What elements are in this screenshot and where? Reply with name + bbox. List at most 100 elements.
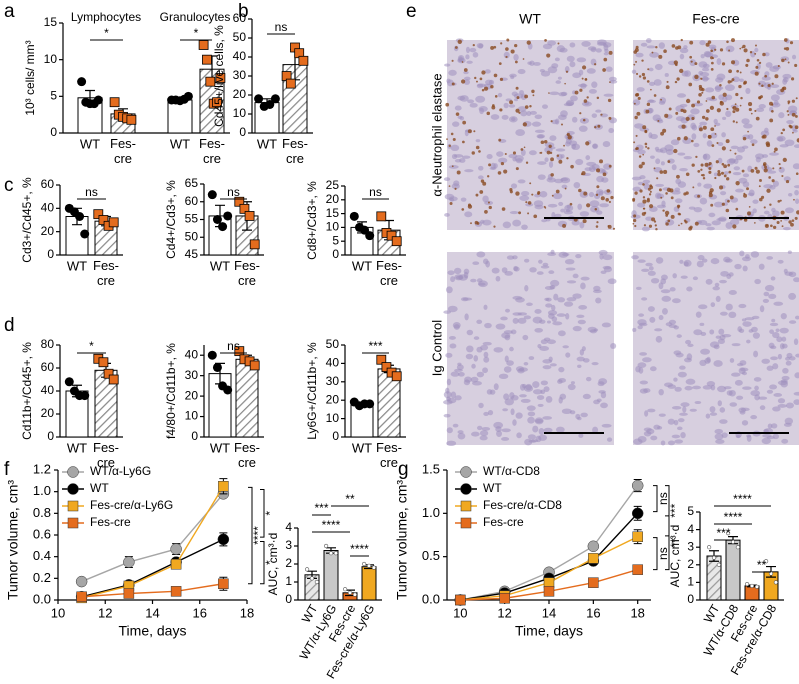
nucleus bbox=[602, 265, 612, 270]
stain bbox=[642, 125, 647, 130]
nucleus bbox=[679, 365, 686, 370]
nucleus bbox=[681, 70, 689, 77]
data-point bbox=[75, 212, 85, 221]
stain bbox=[515, 167, 519, 171]
nucleus bbox=[756, 107, 765, 112]
y-tick-label: 20 bbox=[326, 392, 340, 406]
nucleus bbox=[646, 428, 655, 435]
nucleus bbox=[469, 102, 478, 108]
nucleus bbox=[641, 297, 648, 301]
nucleus bbox=[664, 72, 669, 77]
y-tick-label: 1.2 bbox=[33, 461, 51, 476]
nucleus bbox=[691, 133, 697, 140]
stain bbox=[700, 77, 703, 80]
stain bbox=[608, 164, 612, 168]
y-tick-label: 65 bbox=[185, 176, 199, 190]
stain bbox=[634, 191, 638, 195]
stain bbox=[633, 141, 636, 144]
y-tick-label: 50 bbox=[233, 30, 247, 44]
stain bbox=[560, 123, 564, 126]
nucleus bbox=[543, 427, 553, 433]
data-point bbox=[391, 371, 402, 382]
stain bbox=[710, 67, 714, 71]
stain bbox=[739, 47, 742, 50]
stain bbox=[633, 218, 637, 223]
stain bbox=[708, 161, 712, 165]
nucleus bbox=[536, 395, 545, 400]
stain bbox=[755, 116, 760, 121]
data-point bbox=[347, 590, 353, 595]
y-tick-label: 3 bbox=[285, 538, 292, 552]
nucleus bbox=[793, 391, 799, 396]
data-point bbox=[93, 95, 103, 105]
stain bbox=[642, 196, 646, 199]
nucleus bbox=[524, 285, 529, 292]
nucleus bbox=[461, 155, 471, 159]
stain bbox=[747, 211, 751, 216]
nucleus bbox=[528, 150, 537, 156]
data-point bbox=[218, 222, 228, 232]
nucleus bbox=[672, 298, 681, 304]
nucleus bbox=[694, 400, 702, 405]
nucleus bbox=[578, 433, 584, 438]
nucleus bbox=[557, 76, 562, 80]
stain bbox=[522, 58, 525, 60]
stain bbox=[766, 188, 771, 193]
stain bbox=[514, 60, 518, 64]
nucleus bbox=[548, 270, 555, 274]
nucleus bbox=[558, 251, 569, 258]
nucleus bbox=[634, 123, 644, 129]
stain bbox=[677, 212, 681, 216]
nucleus bbox=[728, 158, 736, 164]
nucleus bbox=[521, 224, 528, 230]
stain bbox=[543, 139, 548, 144]
significance-label: ns bbox=[227, 185, 240, 199]
stain bbox=[642, 183, 645, 186]
nucleus bbox=[789, 320, 797, 324]
nucleus bbox=[550, 279, 560, 287]
y-tick-label: 20 bbox=[233, 87, 247, 101]
stain bbox=[647, 187, 651, 191]
nucleus bbox=[582, 358, 590, 363]
stain bbox=[544, 207, 547, 209]
stain bbox=[525, 161, 529, 164]
nucleus bbox=[700, 53, 705, 59]
nucleus bbox=[638, 367, 644, 374]
y-tick-label: 10 bbox=[326, 220, 340, 234]
nucleus bbox=[731, 372, 741, 377]
nucleus bbox=[471, 431, 480, 437]
stain bbox=[473, 130, 476, 133]
nucleus bbox=[776, 336, 783, 343]
stain bbox=[635, 45, 639, 49]
stain bbox=[781, 58, 785, 63]
nucleus bbox=[714, 433, 724, 440]
nucleus bbox=[660, 161, 665, 166]
x-tick-label: 16 bbox=[193, 605, 207, 620]
nucleus bbox=[781, 343, 788, 349]
nucleus bbox=[794, 315, 799, 320]
stain bbox=[777, 64, 780, 68]
nucleus bbox=[515, 412, 523, 419]
nucleus bbox=[592, 143, 598, 149]
data-point bbox=[754, 584, 760, 589]
nucleus bbox=[692, 385, 702, 390]
nucleus bbox=[780, 313, 787, 320]
nucleus bbox=[641, 226, 650, 232]
stain bbox=[769, 101, 773, 106]
nucleus bbox=[780, 380, 788, 388]
x-tick-label: WT bbox=[352, 440, 372, 455]
legend-label: Fes-cre/α-Ly6G bbox=[90, 498, 173, 512]
nucleus bbox=[536, 134, 546, 139]
stain bbox=[788, 220, 792, 224]
data-point bbox=[706, 545, 712, 550]
data-point bbox=[108, 374, 119, 385]
stain bbox=[743, 48, 748, 53]
nucleus bbox=[580, 282, 586, 290]
nucleus bbox=[595, 109, 602, 113]
nucleus bbox=[482, 258, 489, 265]
nucleus bbox=[590, 47, 597, 53]
stain bbox=[520, 148, 524, 151]
nucleus bbox=[533, 200, 544, 207]
nucleus bbox=[699, 121, 708, 126]
nucleus bbox=[784, 207, 794, 214]
